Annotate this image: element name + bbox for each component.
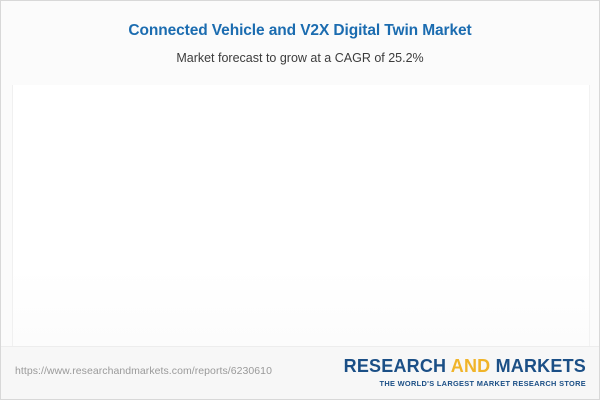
brand-logo[interactable]: RESEARCH AND MARKETS THE WORLD'S LARGEST… bbox=[344, 356, 586, 388]
brand-tagline: THE WORLD'S LARGEST MARKET RESEARCH STOR… bbox=[379, 379, 586, 388]
chart-subtitle: Market forecast to grow at a CAGR of 25.… bbox=[176, 51, 424, 65]
brand-word-and: AND bbox=[450, 356, 496, 376]
footer-bar: https://www.researchandmarkets.com/repor… bbox=[1, 346, 599, 399]
brand-word-research: RESEARCH bbox=[343, 356, 451, 376]
page-title: Connected Vehicle and V2X Digital Twin M… bbox=[128, 22, 472, 39]
plot-area: USD 5.1 Billion 2025 USD 48.2 Billion bbox=[12, 85, 590, 399]
chart-header: Connected Vehicle and V2X Digital Twin M… bbox=[1, 1, 599, 66]
report-url[interactable]: https://www.researchandmarkets.com/repor… bbox=[15, 365, 272, 377]
brand-word-markets: MARKETS bbox=[495, 356, 586, 376]
brand-wordmark: RESEARCH AND MARKETS bbox=[344, 356, 586, 376]
